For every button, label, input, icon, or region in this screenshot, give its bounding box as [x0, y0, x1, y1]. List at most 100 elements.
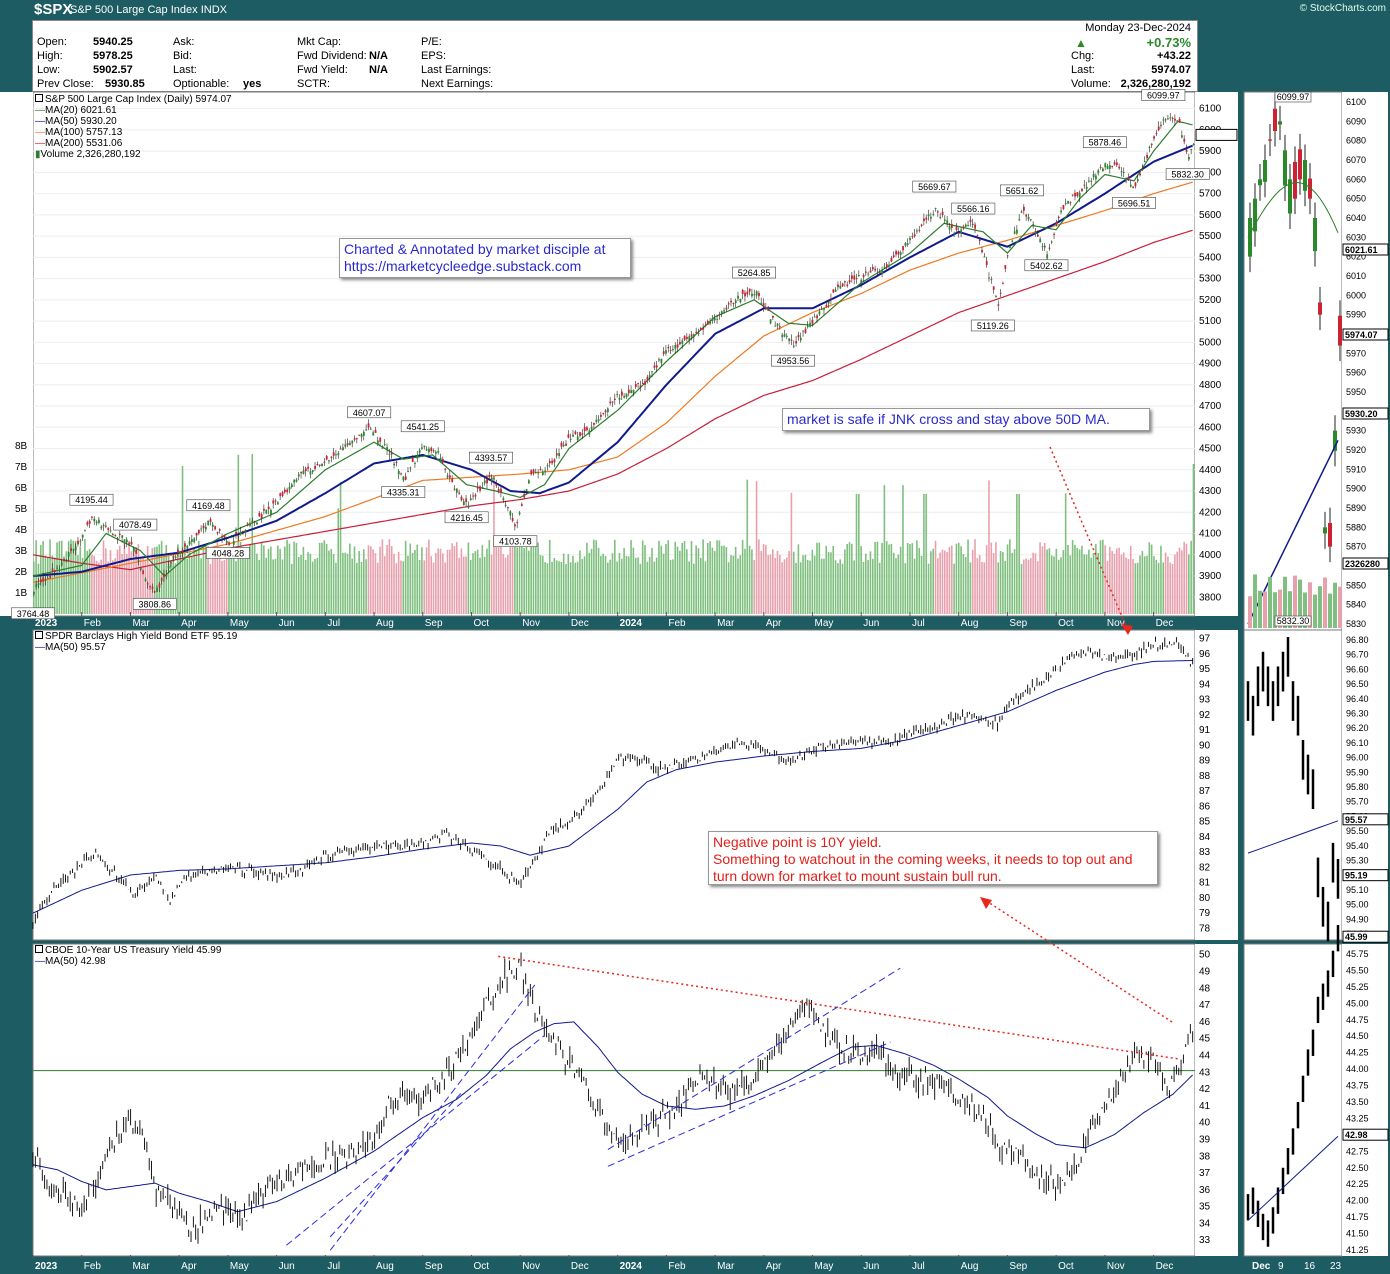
zoom-candle-body	[1338, 315, 1342, 346]
volume-bar	[1046, 549, 1048, 614]
candle-body	[472, 495, 475, 497]
candle-body	[623, 395, 626, 398]
jnk-ytick: 91	[1199, 725, 1211, 736]
bar-icon	[35, 945, 43, 953]
volume-bar	[799, 562, 802, 614]
volume-bar	[981, 561, 983, 614]
candle-body	[105, 525, 107, 527]
volume-bar	[51, 555, 54, 614]
spx-xtick-label: Sep	[1009, 618, 1027, 629]
candle-body	[530, 470, 533, 475]
candle-body	[925, 217, 928, 220]
volume-bar	[725, 547, 728, 614]
candle-body	[590, 426, 593, 429]
volume-bar	[574, 562, 577, 614]
volume-bar	[541, 555, 544, 614]
yield-note-line3: turn down for market to mount sustain bu…	[713, 868, 1002, 884]
candle-body	[102, 525, 105, 527]
volume-bar	[1067, 545, 1069, 614]
volume-bar	[407, 555, 409, 614]
zoom-spx-ytick: 5890	[1346, 503, 1366, 513]
legend-ma100: —MA(100) 5757.13	[35, 127, 232, 138]
candle-body	[1167, 118, 1169, 120]
candle-body	[490, 477, 493, 482]
candle-body	[995, 296, 997, 298]
jnk-ytick: 81	[1199, 878, 1211, 889]
zoom-jnk-value-label: 95.57	[1345, 815, 1368, 825]
candle-body	[788, 338, 791, 341]
volume-bar	[785, 557, 788, 614]
candle-body	[274, 500, 277, 502]
zoom-jnk-ytick: 96.20	[1346, 723, 1369, 733]
candle-body	[191, 539, 193, 542]
spx-xtick-label: Nov	[522, 618, 540, 629]
candle-body	[1023, 206, 1025, 211]
volume-bar	[1099, 540, 1102, 614]
price-label: 4541.25	[406, 422, 439, 432]
volume-bar	[102, 540, 105, 614]
candle-body	[878, 271, 881, 273]
candle-body	[309, 471, 312, 475]
volume-bar	[602, 553, 604, 614]
candle-body	[469, 498, 472, 501]
candle-body	[539, 468, 542, 470]
price-label-box	[912, 180, 957, 193]
volume-bar	[609, 559, 611, 614]
volume-bar	[1053, 556, 1055, 614]
zoom-tnx-ytick: 42.50	[1346, 1163, 1369, 1173]
volume-bar	[1134, 563, 1137, 614]
candle-body	[439, 457, 442, 462]
candle-body	[1141, 168, 1144, 170]
candle-body	[142, 570, 145, 574]
candle-body	[616, 393, 619, 395]
volume-bar	[386, 545, 388, 614]
volume-bar	[992, 553, 995, 614]
ma50-line	[32, 144, 1193, 577]
volume-bar	[655, 557, 658, 614]
candle-body	[751, 293, 753, 297]
candle-body	[432, 450, 435, 452]
zoom-jnk-ytick: 95.40	[1346, 841, 1369, 851]
zoom-xtick-label: Dec	[1252, 634, 1271, 645]
tnx-xtick-label: Jul	[327, 1261, 340, 1272]
zoom-tnx-ytick: 42.75	[1346, 1146, 1369, 1156]
candle-body	[1178, 118, 1181, 123]
zoom-volume-bar	[1268, 576, 1272, 628]
spx-xtick-label: Jun	[863, 618, 879, 629]
candle-body	[985, 260, 988, 265]
volume-bar	[437, 548, 439, 614]
zoom-volume-bar	[1303, 592, 1307, 628]
price-label-box	[205, 547, 250, 559]
volume-bar	[518, 541, 521, 614]
zoom-candle-body	[1283, 150, 1287, 186]
candle-body	[753, 294, 756, 296]
volume-bar	[60, 540, 63, 614]
candle-body	[595, 419, 598, 422]
tnx-ytick: 34	[1199, 1218, 1211, 1229]
volume-bar	[795, 563, 797, 614]
zoom-candle-body	[1253, 198, 1257, 232]
volume-bar	[988, 480, 990, 614]
price-label-box	[732, 266, 776, 279]
stockcharts-logo[interactable]: © StockCharts.com	[1299, 3, 1386, 14]
volume-bar	[706, 543, 709, 614]
volume-bar	[53, 557, 56, 614]
volume-bar	[739, 555, 742, 614]
volume-bar	[270, 546, 272, 614]
candle-body	[307, 466, 310, 469]
volume-bar	[198, 540, 200, 614]
candle-body	[493, 478, 495, 480]
charted-by-url[interactable]: https://marketcycleedge.substack.com	[344, 258, 582, 274]
candle-body	[221, 536, 224, 538]
candle-body	[672, 348, 674, 351]
volume-bar	[321, 542, 323, 614]
candle-body	[151, 586, 154, 590]
volume-bar	[346, 553, 349, 614]
tnx-ytick: 41	[1199, 1101, 1211, 1112]
volume-bar	[1157, 562, 1160, 614]
candle-body	[1157, 126, 1160, 131]
candle-body	[1129, 184, 1132, 187]
zoom-value-marker	[1342, 557, 1389, 570]
volume-bar	[1036, 561, 1039, 614]
jnk-ytick: 88	[1199, 771, 1211, 782]
